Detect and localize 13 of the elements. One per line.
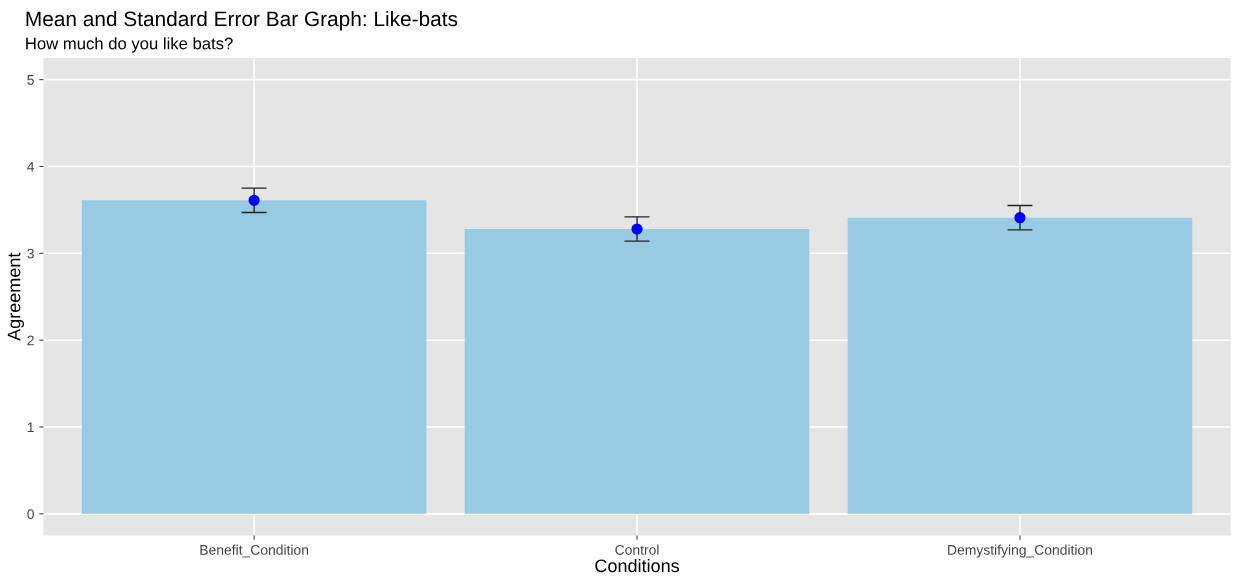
x-tick-label: Benefit_Condition: [200, 544, 309, 558]
chart-subtitle: How much do you like bats?: [26, 37, 233, 53]
y-tick-label: 5: [27, 75, 34, 85]
chart-title: Mean and Standard Error Bar Graph: Like-bats: [26, 10, 458, 31]
y-tick-label: 4: [27, 161, 35, 172]
x-tick-label: Control: [615, 544, 659, 555]
y-tick-label: 3: [27, 248, 34, 259]
y-tick-label: 0: [27, 509, 34, 520]
y-axis-title: Agreement: [7, 252, 24, 341]
x-axis-title: Conditions: [595, 558, 680, 573]
y-tick-label: 1: [27, 422, 34, 433]
x-tick-label: Demystifying_Condition: [948, 544, 1093, 558]
y-tick-label: 2: [27, 335, 34, 346]
